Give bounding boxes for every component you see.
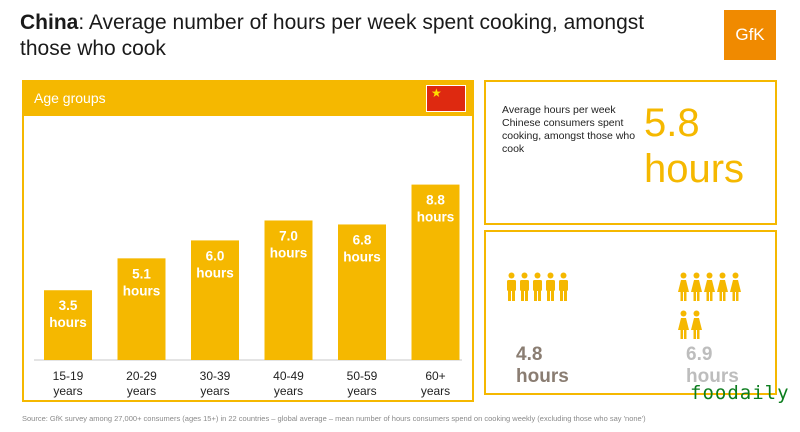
- male-value: 4.8: [516, 344, 543, 365]
- female-icon-row: [678, 272, 741, 307]
- chart-title: Age groups: [34, 90, 106, 106]
- bar-unit-label-3: hours: [270, 245, 308, 260]
- category-label-0: 15-19: [53, 369, 84, 383]
- bar-value-label-5: 8.8: [426, 193, 445, 208]
- bar-chart: 3.5hours15-19years5.1hours20-29years6.0h…: [34, 184, 462, 398]
- female-figure-icon: [704, 272, 715, 307]
- bar-value-label-3: 7.0: [279, 228, 298, 243]
- category-sublabel-5: years: [421, 384, 450, 398]
- title-country: China: [20, 11, 79, 34]
- male-figure-icon: [519, 272, 530, 307]
- category-label-3: 40-49: [273, 369, 304, 383]
- male-group-icons: [506, 272, 569, 310]
- male-icon-row: [506, 272, 569, 307]
- bar-unit-label-1: hours: [123, 283, 161, 298]
- category-label-2: 30-39: [200, 369, 231, 383]
- female-value: 6.9: [686, 344, 713, 365]
- bar-5: [411, 184, 460, 360]
- bar-3: [264, 220, 313, 360]
- stat-description: Average hours per week Chinese consumers…: [502, 104, 636, 155]
- category-label-5: 60+: [425, 369, 445, 383]
- female-figure-icon: [717, 272, 728, 307]
- bar-unit-label-2: hours: [196, 265, 234, 280]
- source-note: Source: GfK survey among 27,000+ consume…: [22, 414, 646, 423]
- female-figure-icon: [691, 310, 702, 345]
- bar-2: [191, 240, 239, 360]
- bar-unit-label-4: hours: [343, 249, 381, 264]
- stat-value-block: 5.8 hours: [644, 100, 744, 192]
- category-sublabel-1: years: [127, 384, 156, 398]
- bar-value-label-4: 6.8: [353, 232, 372, 247]
- female-group-icons: [678, 272, 741, 348]
- male-figure-icon: [545, 272, 556, 307]
- title-text: : Average number of hours per week spent…: [20, 11, 645, 60]
- bar-1: [117, 258, 166, 360]
- category-sublabel-2: years: [200, 384, 229, 398]
- male-figure-icon: [532, 272, 543, 307]
- bar-value-label-2: 6.0: [206, 248, 225, 263]
- bar-0: [44, 290, 92, 360]
- china-flag-icon: ★: [426, 85, 466, 112]
- female-unit: hours: [686, 366, 739, 387]
- female-group-value: 6.9 hours: [686, 344, 739, 388]
- watermark: foodaily: [690, 382, 790, 404]
- category-label-1: 20-29: [126, 369, 157, 383]
- page-title: China: Average number of hours per week …: [20, 10, 680, 62]
- female-figure-icon: [730, 272, 741, 307]
- age-groups-chart-panel: Age groups ★ 3.5 hours 15-19 years 5.1 hours 2…: [22, 80, 474, 402]
- bar-4: [338, 224, 386, 360]
- category-sublabel-0: years: [53, 384, 82, 398]
- stat-value: 5.8: [644, 101, 700, 145]
- female-figure-icon: [691, 272, 702, 307]
- stat-unit: hours: [644, 147, 745, 191]
- category-sublabel-3: years: [274, 384, 303, 398]
- bar-value-label-1: 5.1: [132, 266, 151, 281]
- average-stat-panel: Average hours per week Chinese consumers…: [484, 80, 777, 225]
- category-label-4: 50-59: [347, 369, 378, 383]
- bar-value-label-0: 3.5: [59, 298, 78, 313]
- chart-header: Age groups ★: [24, 82, 472, 116]
- bar-unit-label-0: hours: [49, 315, 87, 330]
- logo-text: GfK: [735, 25, 765, 44]
- bar-unit-label-5: hours: [417, 210, 455, 225]
- female-icon-row: [678, 310, 741, 345]
- male-unit: hours: [516, 366, 569, 387]
- category-sublabel-4: years: [347, 384, 376, 398]
- female-figure-icon: [678, 272, 689, 307]
- male-group-value: 4.8 hours: [516, 344, 569, 388]
- gfk-logo: GfK: [724, 10, 776, 60]
- gender-panel: 4.8 hours 6.9 hours: [484, 230, 777, 395]
- male-figure-icon: [506, 272, 517, 307]
- male-figure-icon: [558, 272, 569, 307]
- female-figure-icon: [678, 310, 689, 345]
